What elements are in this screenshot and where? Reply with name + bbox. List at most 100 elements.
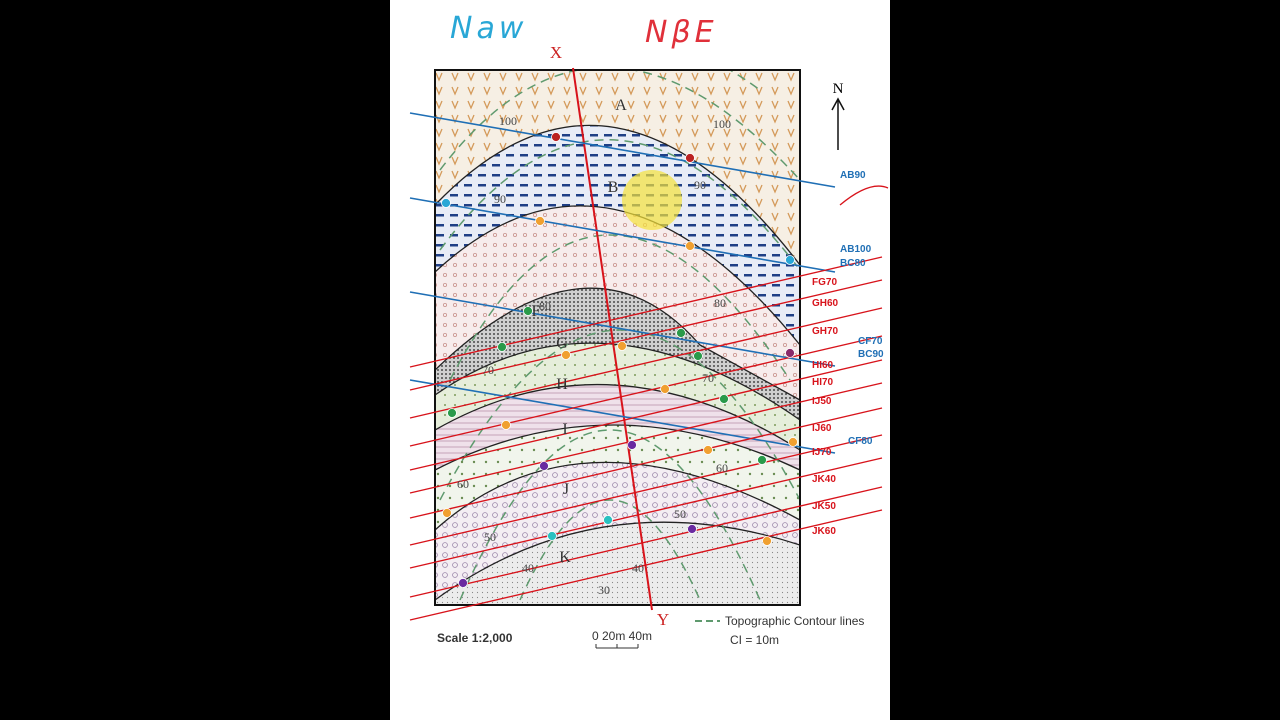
intersection-dot — [788, 437, 798, 447]
contour-label: 90 — [694, 178, 706, 192]
scale-text: Scale 1:2,000 — [437, 631, 513, 645]
intersection-dot — [660, 384, 670, 394]
intersection-dot — [539, 461, 549, 471]
strike-label-blue: CF70 — [858, 336, 883, 347]
strike-line-red — [409, 382, 883, 494]
scribble — [839, 185, 889, 206]
intersection-dot — [676, 328, 686, 338]
contour-label: 70 — [702, 371, 714, 385]
intersection-dot — [693, 351, 703, 361]
contour-label: 80 — [539, 299, 551, 313]
intersection-dot — [617, 341, 627, 351]
north-arrow-head — [831, 97, 845, 111]
intersection-dot — [785, 255, 795, 265]
strike-line-blue — [409, 112, 836, 188]
strike-lines — [409, 112, 883, 621]
intersection-dot — [442, 508, 452, 518]
strike-label-red: JK60 — [812, 526, 836, 537]
contour-label: 40 — [522, 561, 534, 575]
strike-line-red — [409, 279, 883, 391]
intersection-dot — [497, 342, 507, 352]
unit-label: H — [556, 376, 568, 393]
map-labels: A B FG H I J K 100 100 90 90 80 80 70 70 60 60 50 50 40 40 30… — [457, 97, 884, 597]
unit-label: F — [532, 303, 541, 320]
contour-label: 50 — [484, 530, 496, 544]
handwritten-left: Naw — [450, 11, 527, 46]
strike-line-red — [409, 256, 883, 368]
strike-label-red: JK50 — [812, 501, 836, 512]
strike-label-blue: BC90 — [858, 349, 884, 360]
strike-line-red — [409, 307, 883, 419]
intersection-dot — [458, 578, 468, 588]
intersection-dot — [535, 216, 545, 226]
contour-label: 50 — [674, 507, 686, 521]
strike-label-red: JK40 — [812, 474, 836, 485]
north-label: N — [833, 81, 844, 97]
intersection-dot — [762, 536, 772, 546]
contour-label: 60 — [457, 477, 469, 491]
intersection-dot — [547, 531, 557, 541]
strike-label-red: HI60 — [812, 360, 834, 371]
unit-k-area — [435, 521, 800, 605]
intersection-dot — [719, 394, 729, 404]
unit-label: G — [556, 335, 568, 352]
strike-label-red: IJ70 — [812, 447, 832, 458]
contour-lines — [439, 70, 800, 601]
strike-label-blue: CF80 — [848, 436, 873, 447]
unit-label: K — [559, 549, 571, 566]
unit-label: I — [562, 421, 567, 438]
handwritten-right: NβE — [645, 15, 718, 50]
intersection-dot — [441, 198, 451, 208]
strike-line-blue — [409, 197, 836, 273]
contour-label: 100 — [713, 117, 731, 131]
strike-label-red: IJ50 — [812, 396, 832, 407]
contour-label: 80 — [714, 296, 726, 310]
strike-label-red: IJ60 — [812, 423, 832, 434]
scale-bar-label: 0 20m 40m — [592, 629, 652, 643]
section-end: Y — [657, 610, 669, 629]
contour-label: 70 — [482, 363, 494, 377]
intersection-dot — [551, 132, 561, 142]
strike-label-blue: AB100 — [840, 244, 872, 255]
strike-line-red — [409, 457, 883, 569]
strike-line-red — [409, 335, 883, 447]
strike-label-red: GH70 — [812, 326, 839, 337]
unit-label: A — [615, 97, 627, 114]
intersection-dot — [785, 348, 795, 358]
intersection-dot — [523, 306, 533, 316]
strike-line-red — [409, 359, 883, 471]
strike-label-blue: AB90 — [840, 170, 866, 181]
strike-label-blue: BC80 — [840, 258, 866, 269]
unit-label: J — [563, 481, 569, 498]
contour-label: 40 — [632, 561, 644, 575]
intersection-dot — [627, 440, 637, 450]
intersection-dot — [687, 524, 697, 534]
intersection-dot — [447, 408, 457, 418]
contour-label: 100 — [499, 114, 517, 128]
intersection-dot — [685, 241, 695, 251]
intersection-dot — [501, 420, 511, 430]
strike-line-blue — [409, 379, 836, 454]
strike-line-red — [409, 486, 883, 598]
intersection-dot — [561, 350, 571, 360]
intersection-dot — [603, 515, 613, 525]
legend-contour: Topographic Contour lines — [725, 614, 864, 628]
strike-label-red: HI70 — [812, 377, 834, 388]
contour-label: 90 — [494, 192, 506, 206]
contour-label: 60 — [716, 461, 728, 475]
intersection-dot — [757, 455, 767, 465]
contour-label: 30 — [598, 583, 610, 597]
strike-line-red — [409, 509, 883, 621]
strike-line-red — [409, 407, 883, 519]
intersection-dot — [685, 153, 695, 163]
section-start: X — [550, 43, 562, 62]
section-line — [572, 67, 653, 611]
strike-label-red: GH60 — [812, 298, 839, 309]
intersection-dots — [441, 132, 798, 588]
map-frame — [434, 69, 801, 606]
strike-line-red — [409, 434, 883, 546]
intersection-dot — [703, 445, 713, 455]
strike-label-red: FG70 — [812, 277, 837, 288]
